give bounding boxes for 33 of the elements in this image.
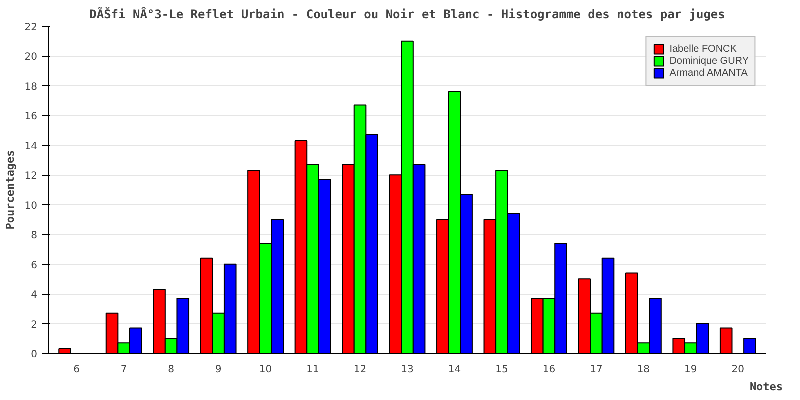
x-tick-label: 18 [637,364,650,376]
x-tick-label: 17 [590,364,603,376]
y-axis-title: Pourcentages [4,150,17,230]
y-tick-label: 2 [31,320,38,331]
x-tick-label: 13 [401,364,414,376]
y-tick-label: 0 [31,350,38,360]
y-tick-label: 12 [24,171,38,182]
x-tick-label: 10 [259,364,272,376]
y-tick-label: 4 [31,290,38,302]
y-tick-label: 8 [31,230,38,242]
x-tick-label: 16 [542,364,556,376]
x-axis-title: Notes [750,380,784,394]
y-tick-label: 10 [24,200,38,212]
y-tick-label: 20 [24,52,38,64]
y-tick-label: 18 [24,82,38,93]
x-tick-label: 11 [306,364,320,376]
x-tick-label: 6 [74,364,80,376]
y-tick-label: 6 [31,260,38,272]
chart-title: DÃŠfi NÂ°3-Le Reflet Urbain - Couleur ou Noir et Blanc - Histogramme des notes par juges [90,6,726,22]
y-tick-label: 16 [24,112,38,123]
x-tick-label: 14 [448,364,462,376]
x-tick-label: 7 [120,364,128,376]
x-tick-label: 20 [732,364,745,376]
x-tick-label: 15 [496,364,508,376]
x-tick-label: 12 [354,364,367,376]
legend-label: Dominique GURY [670,56,749,66]
x-tick-label: 9 [215,364,222,376]
y-tick-label: 22 [24,22,38,34]
x-tick-label: 19 [684,364,698,376]
y-tick-label: 14 [24,141,38,152]
x-tick-label: 8 [168,364,175,376]
legend-label: Iabelle FONCK [670,44,737,54]
legend-label: Armand AMANTA [670,68,748,78]
